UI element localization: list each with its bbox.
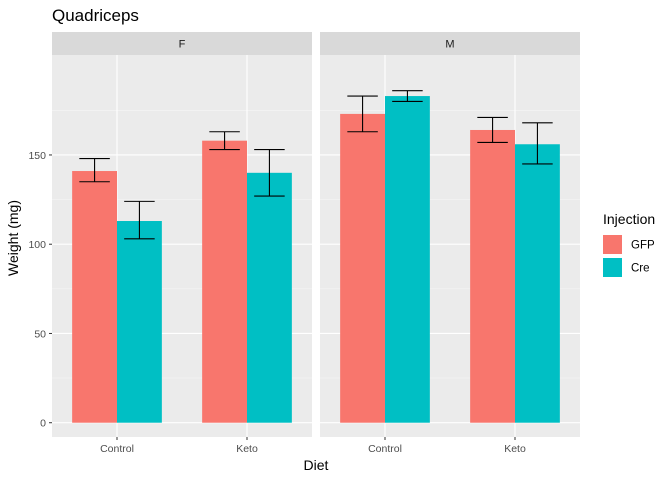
y-tick-label: 150: [28, 150, 46, 162]
y-tick-label: 0: [40, 418, 46, 430]
legend-key-cre: [603, 258, 622, 277]
error-bars: [347, 90, 553, 165]
error-bar-m-control-gfp: [347, 95, 378, 133]
y-axis-title: Weight (mg): [5, 200, 21, 276]
bar-m-keto-cre: [515, 144, 560, 423]
y-tick-label: 50: [34, 328, 46, 340]
bar-f-control-gfp: [72, 171, 117, 423]
bars: [340, 96, 560, 423]
x-tick-label: Keto: [504, 443, 526, 455]
legend-key-gfp: [603, 235, 622, 254]
x-tick-label: Control: [100, 443, 134, 455]
chart-title: Quadriceps: [52, 6, 139, 25]
bar-f-keto-cre: [247, 172, 292, 423]
panels: F Control Keto M Control Keto: [52, 32, 580, 455]
bar-m-control-gfp: [340, 113, 385, 423]
panel-f: F Control Keto: [52, 32, 312, 455]
error-bar-f-keto-gfp: [209, 131, 240, 151]
legend-title: Injection: [603, 211, 655, 227]
bar-f-control-cre: [117, 221, 162, 423]
error-bar-m-keto-cre: [522, 122, 553, 165]
bar-f-keto-gfp: [202, 140, 247, 423]
error-bar-f-keto-cre: [254, 149, 285, 197]
y-axis: 0 50 100 150: [28, 150, 52, 430]
x-tick-label: Control: [368, 443, 402, 455]
facet-strip: [320, 32, 580, 55]
panel-m: M Control Keto: [320, 32, 580, 455]
x-tick-label: Keto: [236, 443, 258, 455]
bar-m-control-cre: [385, 96, 430, 423]
y-tick-label: 100: [28, 239, 46, 251]
error-bar-f-control-cre: [124, 200, 155, 240]
x-axis-ticks: Control Keto: [100, 437, 258, 455]
x-axis-title: Diet: [304, 457, 329, 473]
x-axis-ticks: Control Keto: [368, 437, 526, 455]
legend-label-cre: Cre: [631, 263, 650, 275]
facet-strip: [52, 32, 312, 55]
error-bars: [79, 131, 285, 240]
error-bar-m-keto-gfp: [477, 116, 508, 144]
legend-label-gfp: GFP: [631, 240, 655, 252]
legend: Injection GFP Cre: [603, 211, 655, 277]
error-bar-m-control-cre: [392, 90, 423, 102]
facet-strip-label: F: [179, 39, 186, 51]
error-bar-f-control-gfp: [79, 157, 110, 183]
facet-strip-label: M: [445, 39, 454, 51]
bars: [72, 140, 292, 423]
bar-m-keto-gfp: [470, 129, 515, 423]
